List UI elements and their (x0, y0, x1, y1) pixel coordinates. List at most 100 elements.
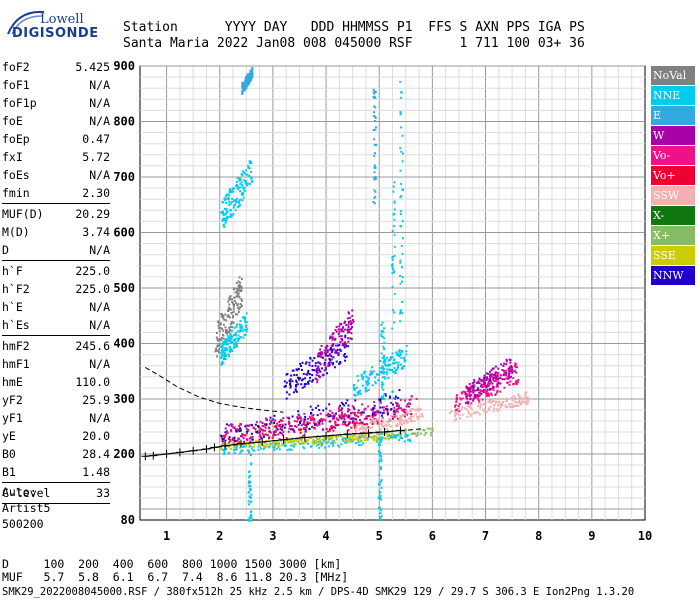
echo-point (368, 415, 371, 418)
echo-point (401, 188, 404, 191)
param-value: 110.0 (75, 375, 110, 389)
echo-point (272, 431, 275, 434)
echo-point (244, 445, 247, 448)
echo-point (396, 424, 399, 427)
echo-point (504, 406, 507, 409)
echo-point (374, 176, 377, 179)
param-row: B0 28.4 (2, 445, 110, 463)
echo-point (255, 430, 258, 433)
echo-point (238, 337, 241, 340)
echo-point (365, 382, 368, 385)
echo-point (370, 436, 373, 439)
trace-marker (149, 451, 158, 460)
echo-point (223, 197, 226, 200)
echo-point (382, 345, 385, 348)
echo-point (386, 356, 389, 359)
echo-point (365, 390, 368, 393)
echo-point (272, 444, 275, 447)
echo-point (494, 401, 497, 404)
echo-point (357, 423, 360, 426)
echo-point (492, 386, 495, 389)
param-label: h`Es (2, 318, 30, 332)
echo-point (227, 340, 230, 343)
echo-point (239, 326, 242, 329)
echo-point (250, 496, 253, 499)
echo-point (331, 435, 334, 438)
echo-point (239, 423, 242, 426)
echo-point (345, 424, 348, 427)
echo-point (249, 162, 252, 165)
echo-point (223, 451, 226, 454)
param-label: fmin (2, 186, 30, 200)
echo-point (505, 374, 508, 377)
echo-point (405, 410, 408, 413)
echo-point (287, 420, 290, 423)
echo-point (388, 363, 391, 366)
echo-point (351, 437, 354, 440)
echo-point (343, 418, 346, 421)
legend-item: Vo+ (651, 166, 695, 186)
echo-point (318, 376, 321, 379)
echo-point (373, 154, 376, 157)
echo-point (249, 71, 252, 74)
echo-point (513, 382, 516, 385)
echo-point (273, 425, 276, 428)
param-value: 25.9 (82, 393, 110, 407)
echo-point (410, 418, 413, 421)
echo-point (265, 418, 268, 421)
echo-point (238, 296, 241, 299)
echo-point (417, 409, 420, 412)
echo-point (262, 445, 265, 448)
echo-point (228, 201, 231, 204)
echo-point (478, 391, 481, 394)
echo-point (472, 398, 475, 401)
echo-point (288, 448, 291, 451)
echo-point (396, 367, 399, 370)
echo-point (403, 415, 406, 418)
echo-point (388, 424, 391, 427)
echo-point (250, 488, 253, 491)
trace-marker (162, 450, 171, 458)
echo-point (289, 386, 292, 389)
echo-point (509, 359, 512, 362)
x-tick-label: 2 (216, 529, 223, 543)
echo-point (242, 83, 245, 86)
echo-point (308, 427, 311, 430)
echo-point (352, 435, 355, 438)
echo-point (281, 423, 284, 426)
echo-point (486, 377, 489, 380)
echo-point (224, 434, 227, 437)
echo-point (260, 437, 263, 440)
echo-point (351, 417, 354, 420)
echo-point (461, 413, 464, 416)
echo-point (281, 442, 284, 445)
echo-point (311, 425, 314, 428)
echo-point (305, 382, 308, 385)
echo-point (477, 394, 480, 397)
echo-point (389, 418, 392, 421)
echo-point (235, 295, 238, 298)
echo-point (465, 396, 468, 399)
echo-point (457, 405, 460, 408)
echo-point (406, 411, 409, 414)
echo-point (340, 401, 343, 404)
echo-point (262, 429, 265, 432)
echo-point (233, 426, 236, 429)
echo-point (371, 412, 374, 415)
echo-point (356, 391, 359, 394)
echo-point (499, 390, 502, 393)
echo-point (384, 437, 387, 440)
echo-point (318, 441, 321, 444)
echo-point (365, 415, 368, 418)
echo-point (380, 420, 383, 423)
echo-point (246, 73, 249, 76)
echo-point (252, 445, 255, 448)
echo-point (354, 399, 357, 402)
echo-point (510, 406, 513, 409)
echo-point (223, 436, 226, 439)
echo-point (350, 322, 353, 325)
echo-point (391, 369, 394, 372)
echo-point (398, 349, 401, 352)
echo-point (496, 378, 499, 381)
echo-point (224, 427, 227, 430)
